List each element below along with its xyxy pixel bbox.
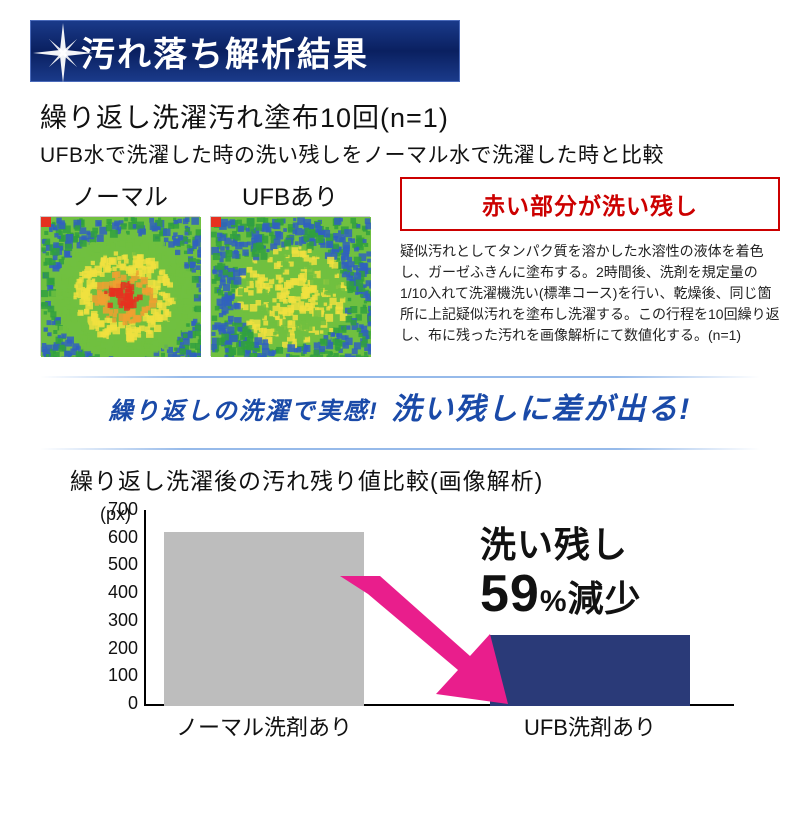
- heatmap-ufb-col: UFBあり: [210, 177, 370, 356]
- y-tick: 100: [98, 665, 138, 686]
- y-tick: 400: [98, 582, 138, 603]
- x-label-normal: ノーマル洗剤あり: [154, 710, 374, 742]
- x-label-ufb: UFB洗剤あり: [480, 710, 700, 742]
- heatmap-normal-col: ノーマル: [40, 177, 200, 356]
- heatmap-normal-label: ノーマル: [40, 177, 200, 212]
- heatmap-ufb: [210, 216, 370, 356]
- tagline: 繰り返しの洗濯で実感! 洗い残しに差が出る!: [0, 384, 800, 428]
- heatmap-ufb-label: UFBあり: [210, 177, 370, 212]
- bar-normal: [164, 532, 364, 706]
- divider-bottom: [40, 448, 760, 450]
- callout-line1: 洗い残し: [480, 516, 642, 568]
- y-tick: 0: [98, 693, 138, 714]
- legend-box: 赤い部分が洗い残し: [400, 177, 780, 231]
- reduction-callout: 洗い残し 59%減少: [480, 516, 642, 624]
- heatmap-row: ノーマル UFBあり 赤い部分が洗い残し 疑似汚れとしてタンパク質を溶かした水溶…: [40, 177, 800, 356]
- tagline-part1: 繰り返しの洗濯で実感!: [109, 398, 379, 425]
- callout-line2: 59%減少: [480, 564, 642, 624]
- legend-column: 赤い部分が洗い残し 疑似汚れとしてタンパク質を溶かした水溶性の液体を着色し、ガー…: [400, 177, 780, 356]
- y-tick: 700: [98, 499, 138, 520]
- result-banner: 汚れ落ち解析結果: [30, 20, 460, 82]
- y-tick: 200: [98, 638, 138, 659]
- chart-title: 繰り返し洗濯後の汚れ残り値比較(画像解析): [70, 462, 800, 496]
- tagline-part2: 洗い残しに差が出る!: [391, 393, 691, 426]
- callout-pct: %: [540, 585, 568, 618]
- heatmap-normal: [40, 216, 200, 356]
- subtitle-line1: 繰り返し洗濯汚れ塗布10回(n=1): [40, 96, 800, 135]
- y-axis-line: [144, 510, 146, 706]
- bar-ufb: [490, 635, 690, 706]
- y-tick: 500: [98, 554, 138, 575]
- legend-description: 疑似汚れとしてタンパク質を溶かした水溶性の液体を着色し、ガーゼふきんに塗布する。…: [400, 241, 780, 346]
- y-tick: 300: [98, 610, 138, 631]
- callout-suffix: 減少: [568, 578, 642, 619]
- banner-title: 汚れ落ち解析結果: [81, 27, 369, 76]
- y-tick: 600: [98, 527, 138, 548]
- callout-number: 59: [480, 565, 540, 623]
- subtitle-line2: UFB水で洗濯した時の洗い残しをノーマル水で洗濯した時と比較: [40, 139, 800, 169]
- divider-top: [40, 376, 760, 378]
